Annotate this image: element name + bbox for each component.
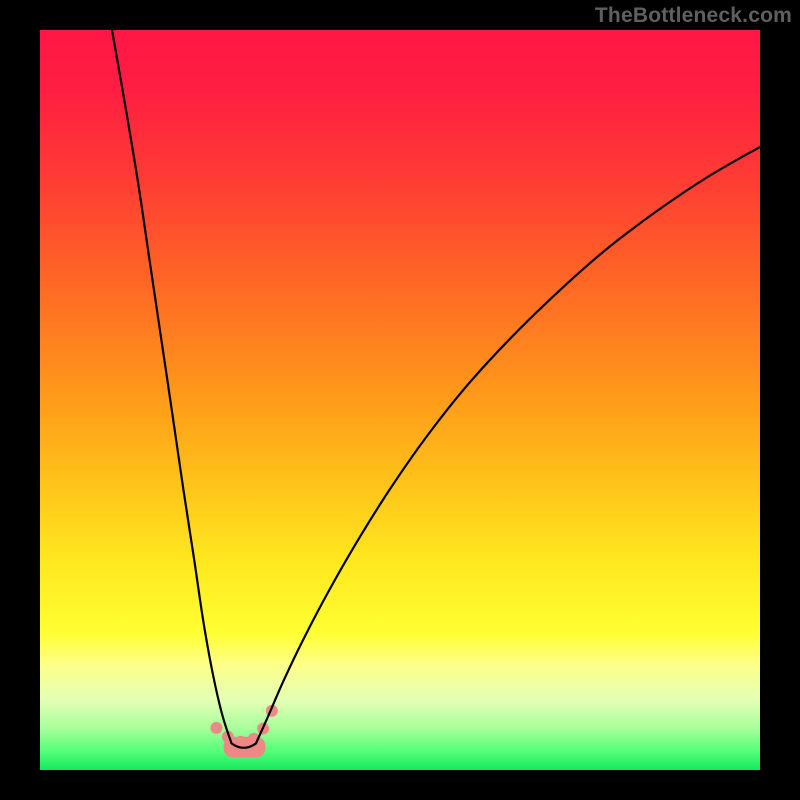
plot-background	[40, 30, 760, 770]
watermark-text: TheBottleneck.com	[595, 4, 792, 28]
chart-stage: TheBottleneck.com	[0, 0, 800, 800]
minimum-dot	[210, 722, 222, 734]
chart-svg	[0, 0, 800, 800]
